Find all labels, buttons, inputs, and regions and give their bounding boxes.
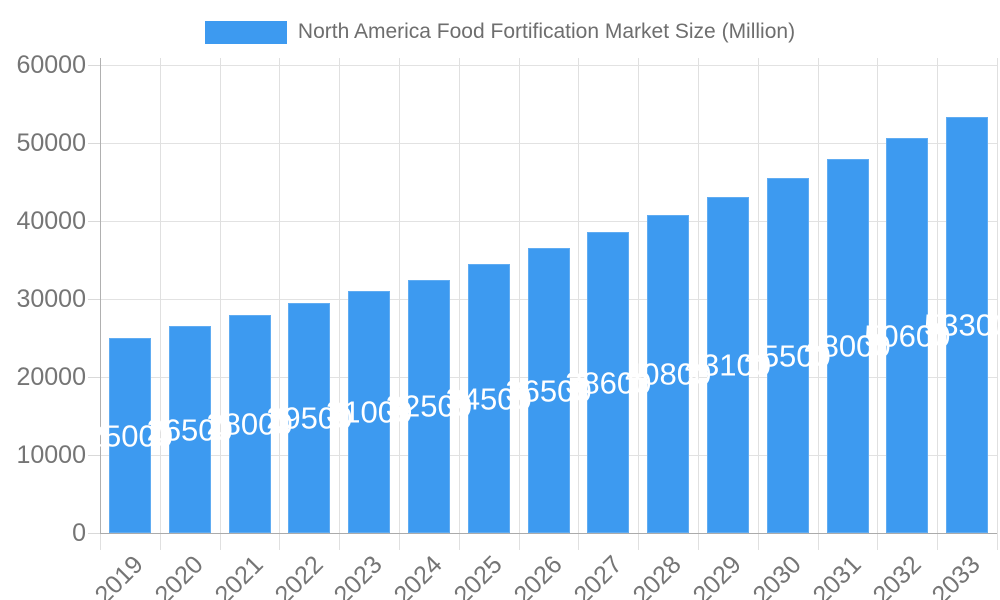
gridline-vertical xyxy=(638,58,640,550)
y-axis-tick xyxy=(88,299,100,300)
x-tick-label: 2019 xyxy=(89,550,149,600)
bar-value-label: 31000 xyxy=(325,394,413,430)
gridline-vertical xyxy=(279,58,281,550)
x-axis-baseline xyxy=(100,533,997,534)
x-tick-label: 2033 xyxy=(927,550,987,600)
y-tick-label: 10000 xyxy=(16,441,86,469)
legend-color-swatch xyxy=(204,20,287,44)
y-tick-label: 60000 xyxy=(16,51,86,79)
gridline-vertical xyxy=(698,58,699,550)
bar[interactable] xyxy=(886,138,929,533)
y-axis-tick xyxy=(88,65,100,66)
x-tick-label: 2030 xyxy=(747,550,807,600)
x-tick-label: 2020 xyxy=(149,550,209,600)
bar-value-label: 40800 xyxy=(624,356,712,392)
bar-value-label: 50600 xyxy=(864,318,951,354)
legend-label: North America Food Fortification Market … xyxy=(297,20,796,43)
gridline-vertical xyxy=(997,58,998,550)
legend-item[interactable]: North America Food Fortification Market … xyxy=(204,20,796,44)
bar[interactable] xyxy=(407,279,450,533)
y-tick-label: 30000 xyxy=(16,285,86,313)
y-axis-tick xyxy=(88,143,100,144)
bar-value-label: 48000 xyxy=(804,328,891,364)
gridline-vertical xyxy=(817,58,819,550)
y-tick-label: 50000 xyxy=(16,129,86,157)
bar[interactable] xyxy=(288,302,331,533)
x-axis-tick xyxy=(100,533,101,550)
x-tick-label: 2023 xyxy=(329,550,389,600)
y-axis-tick xyxy=(88,533,100,534)
bar[interactable] xyxy=(228,314,271,533)
gridline-vertical xyxy=(578,58,580,550)
bar[interactable] xyxy=(168,326,211,533)
x-tick-label: 2032 xyxy=(867,550,927,600)
bar-value-label: 25000 xyxy=(86,418,173,453)
gridline-vertical xyxy=(757,58,759,550)
y-tick-label: 40000 xyxy=(16,207,86,235)
y-axis-tick xyxy=(88,455,100,456)
gridline-vertical xyxy=(339,58,341,550)
bar-value-label: 45500 xyxy=(744,338,831,374)
y-axis-tick xyxy=(88,377,100,378)
bar[interactable] xyxy=(527,248,570,533)
bar[interactable] xyxy=(467,263,510,533)
bar-value-label: 32500 xyxy=(385,388,472,424)
gridline-vertical xyxy=(159,58,161,550)
x-tick-label: 2031 xyxy=(807,550,867,600)
y-tick-label: 0 xyxy=(72,519,86,547)
legend: North America Food Fortification Market … xyxy=(0,19,1000,45)
bar-value-label: 26500 xyxy=(146,412,233,448)
x-tick-label: 2025 xyxy=(448,550,508,600)
y-axis-tick xyxy=(88,221,100,222)
gridline-horizontal xyxy=(100,143,997,144)
bar[interactable] xyxy=(706,196,749,533)
bar-value-label: 34500 xyxy=(445,381,532,416)
bar[interactable] xyxy=(108,338,151,533)
bar-value-label: 38600 xyxy=(565,365,652,400)
bar[interactable] xyxy=(587,231,630,533)
gridline-horizontal xyxy=(100,221,997,222)
bar[interactable] xyxy=(647,214,690,533)
bar-value-label: 43100 xyxy=(684,347,771,383)
bar[interactable] xyxy=(766,178,809,533)
bar-value-label: 36500 xyxy=(505,373,592,409)
gridline-vertical xyxy=(458,58,460,550)
x-tick-label: 2021 xyxy=(209,550,269,600)
x-tick-label: 2024 xyxy=(388,550,448,600)
bar[interactable] xyxy=(348,291,391,533)
gridline-horizontal xyxy=(100,65,997,66)
bar-value-label: 28000 xyxy=(206,406,293,442)
x-tick-label: 2026 xyxy=(508,550,568,600)
x-tick-label: 2028 xyxy=(628,550,688,600)
x-tick-label: 2022 xyxy=(269,550,329,600)
gridline-vertical xyxy=(877,58,879,550)
x-tick-label: 2027 xyxy=(568,550,628,600)
y-axis-line xyxy=(100,58,101,533)
bar[interactable] xyxy=(946,117,989,533)
gridline-vertical xyxy=(219,58,221,550)
gridline-vertical xyxy=(399,58,400,550)
bar[interactable] xyxy=(826,158,869,533)
gridline-vertical xyxy=(937,58,939,550)
bar-value-label: 29500 xyxy=(266,400,353,436)
y-tick-label: 20000 xyxy=(16,363,86,391)
gridline-vertical xyxy=(518,58,520,550)
x-tick-label: 2029 xyxy=(687,550,747,600)
bar-value-label: 53300 xyxy=(923,307,1000,343)
